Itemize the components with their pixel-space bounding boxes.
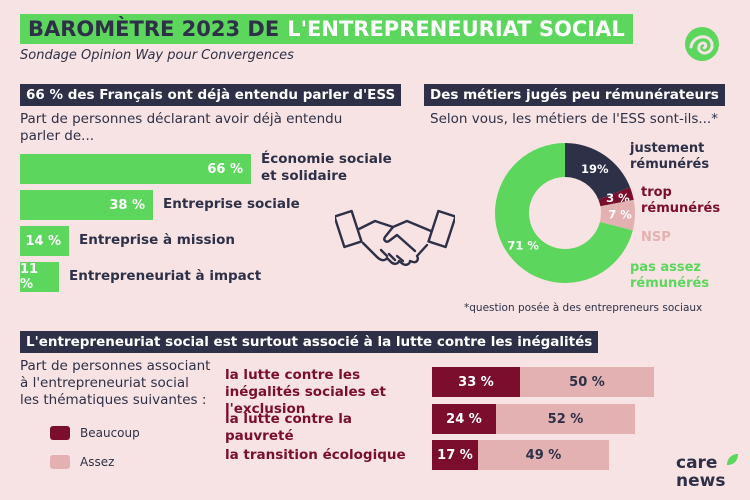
legend-label-beaucoup: Beaucoup	[80, 426, 140, 440]
awareness-bar: 66 %	[20, 154, 251, 184]
handshake-icon	[335, 209, 455, 266]
theme-bar-beaucoup: 33 %	[432, 367, 520, 397]
legend-label-assez: Assez	[80, 455, 115, 469]
awareness-bar-label: Entreprise sociale	[163, 196, 300, 212]
section3-description: Part de personnes associant à l'entrepre…	[20, 358, 210, 409]
donut-label-nsp: NSP	[641, 230, 671, 245]
logo-line2: news	[676, 471, 726, 491]
awareness-bar-label: Entreprise à mission	[79, 232, 236, 248]
awareness-bar: 11 %	[20, 262, 59, 292]
logo-swirl-icon	[685, 27, 719, 61]
donut-value-label: 71 %	[507, 238, 539, 252]
title-dark-part: BAROMÈTRE 2023 DE	[28, 17, 280, 41]
theme-label: la lutte contre la pauvreté	[225, 411, 353, 444]
page-subtitle: Sondage Opinion Way pour Convergences	[20, 48, 294, 63]
care-news-logo: care news	[676, 454, 725, 490]
theme-bar-beaucoup: 17 %	[432, 440, 478, 470]
donut-label-justement: justement rémunérés	[630, 141, 715, 173]
section1-description-line2: parler de...	[20, 128, 95, 144]
donut-value-label: 19%	[581, 162, 609, 176]
theme-bar-assez: 50 %	[520, 367, 654, 397]
donut-slice	[599, 199, 635, 231]
donut-value-label: 7 %	[608, 208, 632, 222]
title-light-part: L'ENTREPRENEURIAT SOCIAL	[287, 17, 625, 41]
section1-description: Part de personnes déclarant avoir déjà e…	[20, 111, 342, 145]
donut-label-justement-text: justement rémunérés	[630, 141, 710, 172]
awareness-bar-label: Entrepreneuriat à impact	[69, 268, 262, 284]
theme-bar-assez: 49 %	[478, 440, 609, 470]
awareness-bar: 38 %	[20, 190, 153, 220]
theme-label: la lutte contre les inégalités sociales …	[225, 367, 386, 417]
awareness-bar-chart: 66 % Économie sociale et solidaire 38 % Ent…	[20, 151, 400, 297]
legend-swatch-beaucoup	[50, 426, 70, 440]
donut-label-pas-assez: pas assez rémunérés	[630, 260, 710, 291]
legend-item-assez: Assez	[50, 455, 114, 469]
section3-description-line3: les thématiques suivantes :	[20, 392, 207, 408]
awareness-bar-label: Économie sociale et solidaire	[261, 151, 392, 184]
section3-description-line1: Part de personnes associant	[20, 358, 211, 374]
theme-label: la transition écologique	[225, 447, 406, 463]
donut-slice	[598, 187, 634, 207]
section1-description-line1: Part de personnes déclarant avoir déjà e…	[20, 111, 343, 127]
awareness-bar: 14 %	[20, 226, 69, 256]
section2-question: Selon vous, les métiers de l'ESS sont-il…	[430, 111, 718, 127]
section3-description-line2: à l'entrepreneuriat social	[20, 375, 189, 391]
section3-heading: L'entrepreneuriat social est surtout ass…	[20, 331, 599, 353]
legend-item-beaucoup: Beaucoup	[50, 426, 140, 440]
legend-swatch-assez	[50, 455, 70, 469]
section2-footnote: *question posée à des entrepreneurs soci…	[464, 302, 703, 314]
section2-heading: Des métiers jugés peu rémunérateurs	[424, 84, 725, 106]
logo-leaf-icon	[727, 454, 738, 465]
donut-label-trop: trop rémunérés	[641, 185, 721, 216]
theme-bar-assez: 52 %	[496, 404, 635, 434]
donut-slice	[495, 143, 633, 283]
page-title: BAROMÈTRE 2023 DE L'ENTREPRENEURIAT SOCI…	[20, 14, 633, 44]
logo-line1: care	[676, 453, 718, 473]
section1-heading: 66 % des Français ont déjà entendu parle…	[20, 84, 402, 106]
themes-stacked-bar-chart: la lutte contre les inégalités sociales …	[225, 366, 665, 476]
theme-bar-beaucoup: 24 %	[432, 404, 496, 434]
remuneration-donut-chart: 19% 3 % 7 % 71 %	[495, 143, 635, 283]
donut-value-label: 3 %	[606, 191, 630, 205]
donut-slice	[565, 143, 631, 200]
